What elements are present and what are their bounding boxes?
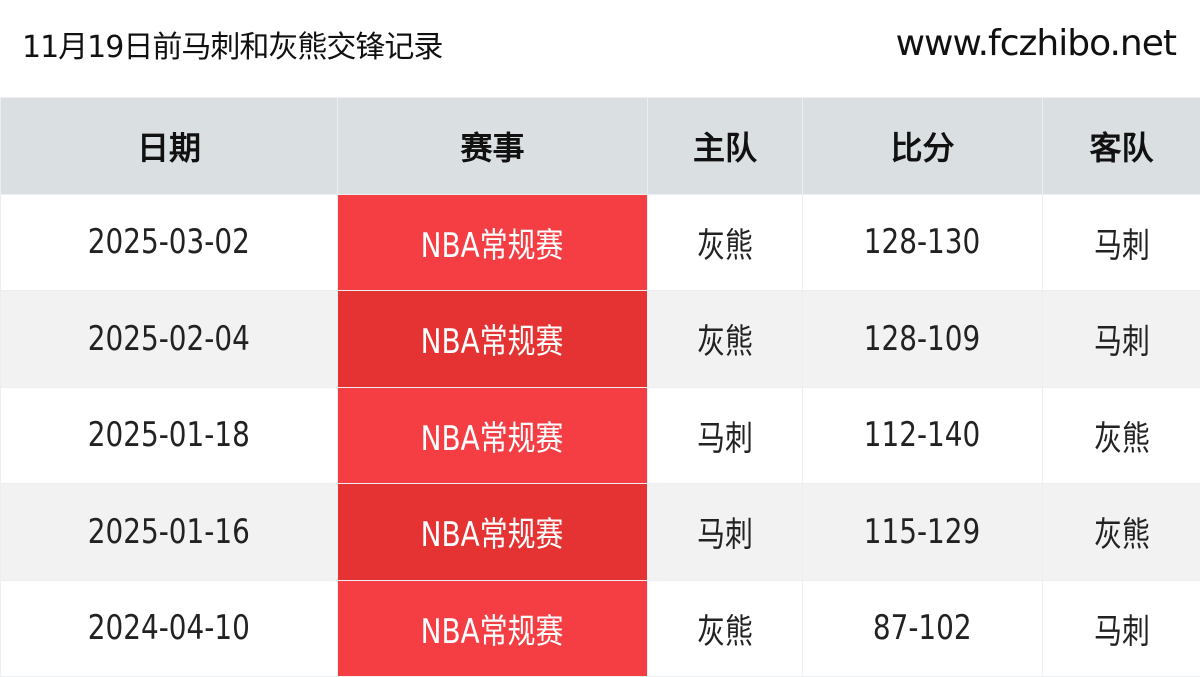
cell-event: NBA常规赛 (338, 387, 648, 484)
home-text: 灰熊 (697, 604, 753, 653)
cell-score: 128-130 (803, 194, 1043, 291)
cell-score: 112-140 (803, 387, 1043, 484)
home-text: 灰熊 (697, 218, 753, 267)
table-row: 2025-01-18 NBA常规赛 马刺 112-140 灰熊 (1, 387, 1200, 484)
table-row: 2025-02-04 NBA常规赛 灰熊 128-109 马刺 (1, 291, 1200, 388)
cell-date: 2025-03-02 (1, 194, 338, 291)
cell-score: 128-109 (803, 291, 1043, 388)
away-text: 灰熊 (1094, 411, 1150, 460)
score-text: 112-140 (864, 415, 980, 455)
cell-event: NBA常规赛 (338, 291, 648, 388)
cell-date: 2024-04-10 (1, 580, 338, 677)
cell-home: 灰熊 (648, 580, 803, 677)
cell-date: 2025-01-16 (1, 484, 338, 581)
cell-date: 2025-01-18 (1, 387, 338, 484)
home-text: 马刺 (697, 507, 753, 556)
date-text: 2025-03-02 (88, 222, 250, 262)
away-text: 马刺 (1094, 218, 1150, 267)
column-header-score: 比分 (803, 98, 1043, 195)
score-text: 128-130 (864, 222, 980, 262)
score-text: 115-129 (864, 512, 980, 552)
cell-home: 灰熊 (648, 291, 803, 388)
cell-away: 马刺 (1043, 291, 1200, 388)
date-text: 2025-01-18 (88, 415, 250, 455)
date-text: 2025-01-16 (88, 512, 250, 552)
cell-away: 灰熊 (1043, 484, 1200, 581)
page-title: 11月19日前马刺和灰熊交锋记录 (22, 22, 442, 66)
cell-date: 2025-02-04 (1, 291, 338, 388)
event-text: NBA常规赛 (421, 507, 564, 556)
table-row: 2024-04-10 NBA常规赛 灰熊 87-102 马刺 (1, 580, 1200, 677)
column-header-event: 赛事 (338, 98, 648, 195)
score-text: 87-102 (873, 608, 972, 648)
cell-away: 马刺 (1043, 194, 1200, 291)
column-header-home: 主队 (648, 98, 803, 195)
title-bar: 11月19日前马刺和灰熊交锋记录 www.fczhibo.net (0, 0, 1200, 97)
home-text: 灰熊 (697, 314, 753, 363)
home-text: 马刺 (697, 411, 753, 460)
event-text: NBA常规赛 (421, 314, 564, 363)
cell-event: NBA常规赛 (338, 194, 648, 291)
score-text: 128-109 (864, 319, 980, 359)
away-text: 马刺 (1094, 604, 1150, 653)
date-text: 2025-02-04 (88, 319, 250, 359)
table-row: 2025-03-02 NBA常规赛 灰熊 128-130 马刺 (1, 194, 1200, 291)
column-header-away: 客队 (1043, 98, 1200, 195)
event-text: NBA常规赛 (421, 411, 564, 460)
cell-away: 马刺 (1043, 580, 1200, 677)
date-text: 2024-04-10 (88, 608, 250, 648)
table-row: 2025-01-16 NBA常规赛 马刺 115-129 灰熊 (1, 484, 1200, 581)
cell-event: NBA常规赛 (338, 484, 648, 581)
away-text: 灰熊 (1094, 507, 1150, 556)
away-text: 马刺 (1094, 314, 1150, 363)
event-text: NBA常规赛 (421, 604, 564, 653)
cell-home: 马刺 (648, 484, 803, 581)
cell-home: 马刺 (648, 387, 803, 484)
cell-home: 灰熊 (648, 194, 803, 291)
cell-score: 87-102 (803, 580, 1043, 677)
event-text: NBA常规赛 (421, 218, 564, 267)
cell-score: 115-129 (803, 484, 1043, 581)
site-url: www.fczhibo.net (896, 23, 1176, 64)
column-header-date: 日期 (1, 98, 338, 195)
cell-away: 灰熊 (1043, 387, 1200, 484)
cell-event: NBA常规赛 (338, 580, 648, 677)
